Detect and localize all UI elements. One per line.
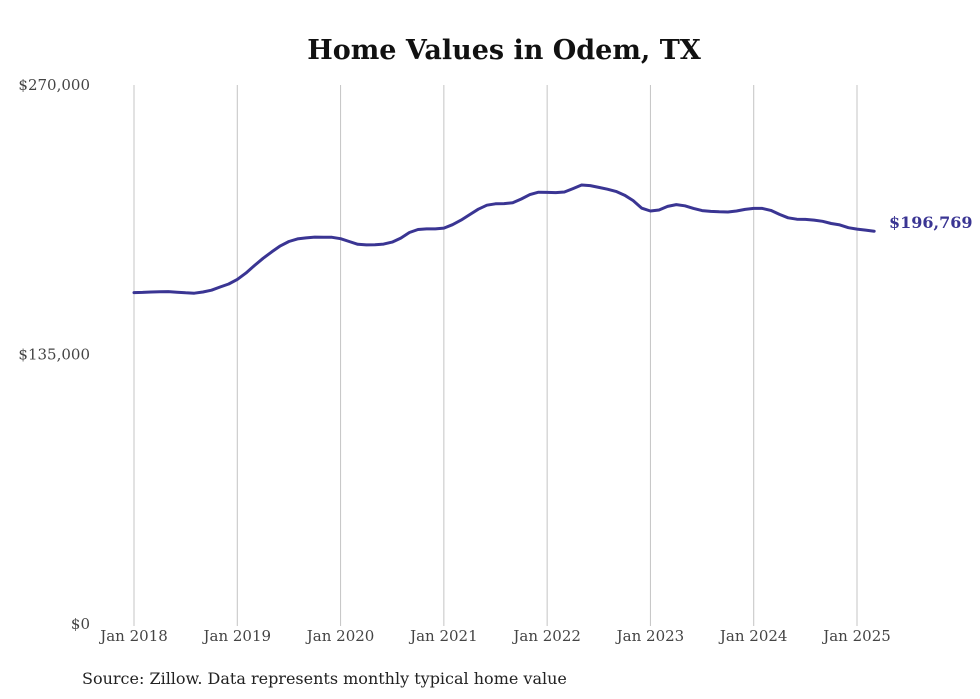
grid-lines [133,85,858,626]
x-axis-ticks: Jan 2018 Jan 2019 Jan 2020 Jan 2021 Jan 2022… [98,627,891,645]
y-tick-label: $135,000 [18,346,90,364]
y-tick-label: $0 [71,615,90,633]
series-line [132,183,876,295]
y-axis-ticks: $0 $135,000 $270,000 [18,76,90,633]
source-note: Source: Zillow. Data represents monthly … [82,669,567,688]
series-layer [132,183,876,295]
x-tick-label: Jan 2022 [511,627,581,645]
x-tick-label: Jan 2024 [718,627,788,645]
x-tick-label: Jan 2020 [305,627,375,645]
x-tick-label: Jan 2025 [821,627,891,645]
x-tick-label: Jan 2018 [98,627,168,645]
chart-title: Home Values in Odem, TX [307,35,701,66]
x-tick-label: Jan 2021 [408,627,478,645]
x-tick-label: Jan 2023 [615,627,685,645]
x-tick-label: Jan 2019 [202,627,272,645]
last-value-label: $196,769 [889,213,973,232]
y-tick-label: $270,000 [18,76,90,94]
